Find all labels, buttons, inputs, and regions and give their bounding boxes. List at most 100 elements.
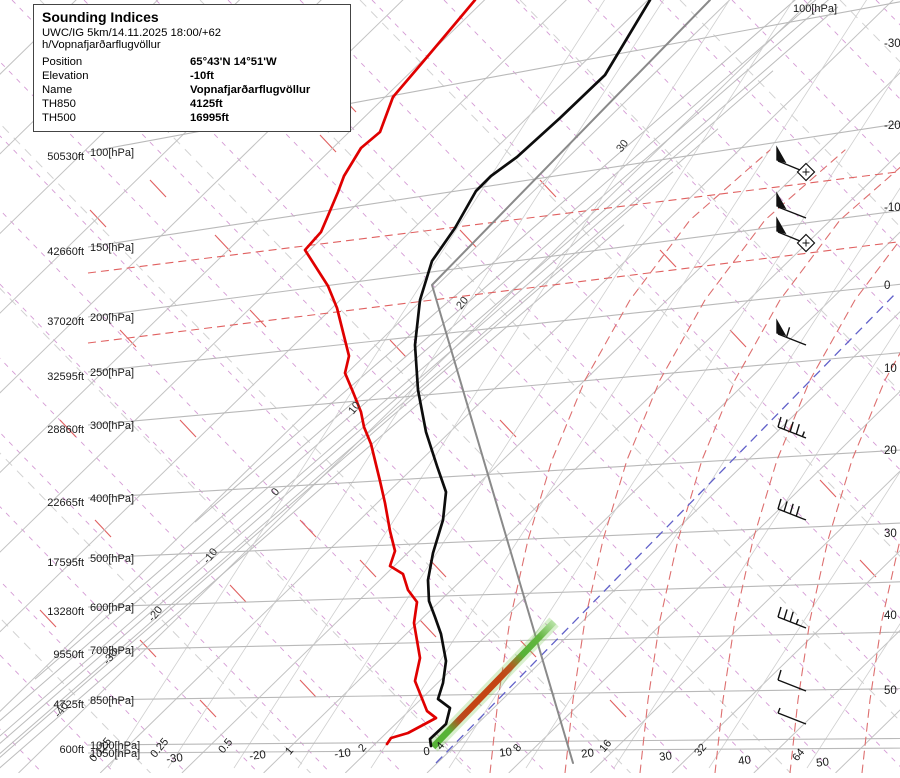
info-box-title: Sounding Indices: [42, 9, 342, 25]
bottom-temperature-label: -10: [334, 747, 352, 761]
right-temperature-label: 40: [884, 610, 897, 622]
mixing-ratio-label: 32: [692, 742, 709, 759]
pressure-label: 250[hPa]: [90, 367, 134, 379]
red-dash-mark: [150, 180, 166, 197]
barb-pennant: [777, 148, 785, 162]
red-dash-mark: [860, 560, 876, 577]
wind-barb: [777, 194, 806, 218]
barb-staff: [778, 334, 806, 345]
pink-dashed-diagonal: [660, 0, 900, 773]
altitude-label: 600ft: [60, 744, 84, 756]
mixing-ratio-line: [709, 0, 900, 768]
red-dash-mark: [420, 620, 436, 637]
row-label: Elevation: [42, 69, 186, 83]
right-temperature-label: -30: [884, 38, 900, 50]
barb-full-tick: [796, 506, 799, 516]
gray-dashed-diagonal: [360, 0, 900, 773]
barb-staff: [778, 680, 806, 691]
indices-table: Position 65°43'N 14°51'W Elevation -10ft…: [42, 55, 342, 125]
red-dash-mark: [300, 520, 316, 537]
red-dash-mark: [180, 420, 196, 437]
pink-dashed-diagonal: [516, 0, 900, 773]
right-temperature-label: 30: [884, 528, 897, 540]
altitude-label: 50530ft: [47, 151, 84, 163]
bottom-temperature-label: 0: [423, 746, 431, 759]
red-dash-mark: [230, 585, 246, 602]
barb-full-tick: [787, 327, 790, 337]
altitude-label: 13280ft: [47, 606, 84, 618]
moist-adiabat-line: [490, 150, 770, 773]
isotherm-line: [836, 0, 900, 773]
mixing-ratio-label: 0.5: [216, 736, 235, 755]
red-dash-mark: [730, 330, 746, 347]
row-value: -10ft: [186, 69, 342, 83]
barb-pennant: [777, 194, 785, 208]
pressure-label: 850[hPa]: [90, 695, 134, 707]
barb-full-tick: [790, 612, 793, 622]
model-run-line: UWC/IG 5km/14.11.2025 18:00/+62 h/Vopnaf…: [42, 27, 342, 51]
barb-staff: [778, 207, 806, 218]
barb-full-tick: [778, 670, 781, 680]
red-dash-mark: [610, 700, 626, 717]
barb-staff: [778, 509, 806, 520]
red-dash-mark: [250, 310, 266, 327]
row-value: Vopnafjarðarflugvöllur: [186, 83, 342, 97]
sounding-indices-box: Sounding Indices UWC/IG 5km/14.11.2025 1…: [33, 4, 351, 132]
altitude-label: 37020ft: [47, 316, 84, 328]
right-temperature-label: 20: [884, 445, 897, 457]
altitude-label: 42660ft: [47, 246, 84, 258]
pressure-label: 150[hPa]: [90, 242, 134, 254]
altitude-label: 17595ft: [47, 557, 84, 569]
wind-barb: [778, 417, 806, 438]
bottom-temperature-label: -30: [166, 752, 184, 766]
table-row: Elevation -10ft: [42, 69, 342, 83]
mixing-ratio-label: 2: [356, 742, 369, 754]
right-temperature-label: 10: [884, 363, 897, 375]
isotherm-line: [345, 0, 900, 773]
row-label: Name: [42, 83, 186, 97]
red-dash-mark: [320, 135, 336, 152]
barb-staff: [778, 617, 806, 628]
right-temperature-label: -10: [884, 202, 900, 214]
altitude-label: 22665ft: [47, 497, 84, 509]
pressure-label: 200[hPa]: [90, 312, 134, 324]
adiabat-label: 30: [614, 138, 631, 155]
adiabat-label: -10: [201, 546, 220, 566]
altitude-label: 32595ft: [47, 371, 84, 383]
altitude-label: 9550ft: [53, 649, 84, 661]
table-row: TH850 4125ft: [42, 97, 342, 111]
bottom-temperature-label: 50: [816, 756, 830, 769]
bottom-temperature-label: 40: [738, 754, 752, 767]
pink-dashed-diagonal: [876, 0, 900, 773]
bottom-temperature-label: -20: [249, 749, 267, 763]
mixing-ratio-line: [807, 0, 900, 768]
barb-half-tick: [802, 432, 804, 437]
isotherm-line: [590, 0, 900, 773]
wind-barb: [778, 708, 806, 724]
barb-full-tick: [784, 609, 787, 619]
table-row: Name Vopnafjarðarflugvöllur: [42, 83, 342, 97]
pressure-label: 600[hPa]: [90, 602, 134, 614]
row-label: TH850: [42, 97, 186, 111]
barb-staff: [778, 232, 800, 241]
pressure-label: 300[hPa]: [90, 420, 134, 432]
pink-dashed-diagonal: [732, 0, 900, 773]
barb-full-tick: [796, 424, 799, 434]
pressure-label-top-right: 100[hPa]: [793, 3, 837, 15]
adiabat-label: 0: [269, 486, 282, 498]
right-temperature-label: -20: [884, 120, 900, 132]
barb-half-tick: [796, 619, 798, 624]
table-row: TH500 16995ft: [42, 111, 342, 125]
row-label: TH500: [42, 111, 186, 125]
isotherm-line: [754, 0, 900, 773]
mixing-ratio-label: 1: [283, 745, 296, 757]
row-label: Position: [42, 55, 186, 69]
bottom-temperature-label: 30: [659, 750, 673, 763]
altitude-label: 28860ft: [47, 424, 84, 436]
row-value: 16995ft: [186, 111, 342, 125]
table-row: Position 65°43'N 14°51'W: [42, 55, 342, 69]
barb-pennant: [777, 321, 785, 335]
bottom-temperature-label: 20: [581, 747, 595, 760]
